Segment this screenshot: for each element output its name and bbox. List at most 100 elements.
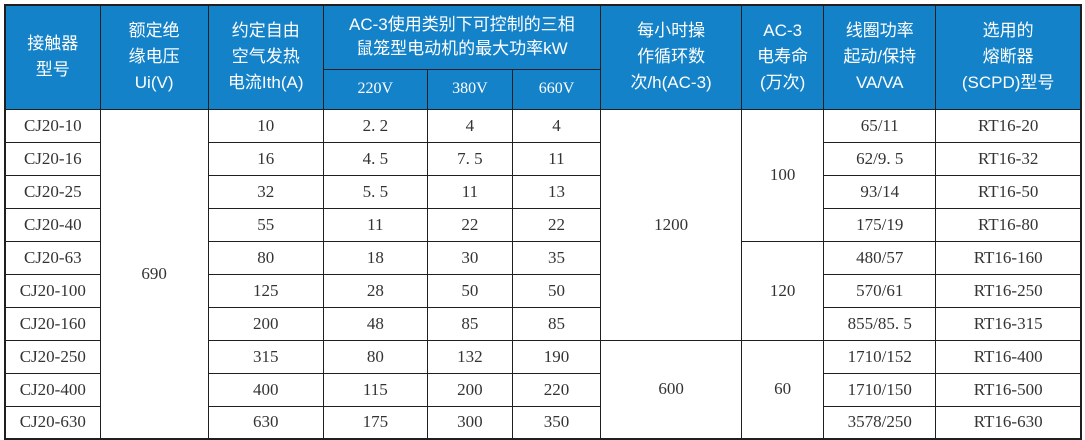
kw-660v-cell: 220 <box>511 372 602 407</box>
kw-660v-cell: 35 <box>511 240 602 275</box>
col-header-ac3-max-power: AC-3使用类别下可控制的三相 鼠笼型电动机的最大功率kW <box>322 4 602 70</box>
header-row-main: 接触器 型号 额定绝 缘电压 Ui(V) 约定自由 空气发热 电流Ith(A) … <box>4 4 1082 110</box>
model-cell: CJ20-400 <box>4 372 101 407</box>
kw-380v-cell: 300 <box>426 405 513 440</box>
thermal-current-cell: 80 <box>207 240 324 275</box>
col-header-220v: 220V <box>322 68 428 110</box>
fuse-type-cell: RT16-630 <box>935 405 1082 440</box>
model-cell: CJ20-630 <box>4 405 101 440</box>
col-header-contactor-model: 接触器 型号 <box>4 4 101 110</box>
fuse-type-cell: RT16-80 <box>935 207 1082 242</box>
kw-660v-cell: 85 <box>511 306 602 341</box>
ac3-life-cell: 60 <box>741 339 825 440</box>
model-cell: CJ20-25 <box>4 174 101 209</box>
coil-power-cell: 62/9. 5 <box>823 141 937 176</box>
kw-660v-cell: 13 <box>511 174 602 209</box>
coil-power-cell: 1710/152 <box>823 339 937 374</box>
kw-660v-cell: 50 <box>511 273 602 308</box>
kw-380v-cell: 30 <box>426 240 513 275</box>
coil-power-cell: 3578/250 <box>823 405 937 440</box>
kw-380v-cell: 7. 5 <box>426 141 513 176</box>
fuse-type-cell: RT16-315 <box>935 306 1082 341</box>
fuse-type-cell: RT16-250 <box>935 273 1082 308</box>
kw-220v-cell: 48 <box>322 306 428 341</box>
kw-220v-cell: 28 <box>322 273 428 308</box>
coil-power-cell: 93/14 <box>823 174 937 209</box>
table-row: CJ20-160 200 48 85 85 855/85. 5 RT16-315 <box>4 306 1082 341</box>
kw-660v-cell: 190 <box>511 339 602 374</box>
kw-220v-cell: 80 <box>322 339 428 374</box>
model-cell: CJ20-100 <box>4 273 101 308</box>
table-row: CJ20-400 400 115 200 220 1710/150 RT16-500 <box>4 372 1082 407</box>
table-header: 接触器 型号 额定绝 缘电压 Ui(V) 约定自由 空气发热 电流Ith(A) … <box>4 4 1082 110</box>
table-row: CJ20-100 125 28 50 50 570/61 RT16-250 <box>4 273 1082 308</box>
table-row: CJ20-250 315 80 132 190 600 60 1710/152 RT16-400 <box>4 339 1082 440</box>
kw-380v-cell: 132 <box>426 339 513 374</box>
coil-power-cell: 855/85. 5 <box>823 306 937 341</box>
thermal-current-cell: 32 <box>207 174 324 209</box>
coil-power-cell: 1710/150 <box>823 372 937 407</box>
kw-660v-cell: 11 <box>511 141 602 176</box>
table-row: CJ20-63 80 18 30 35 120 480/57 RT16-160 <box>4 240 1082 341</box>
kw-220v-cell: 2. 2 <box>322 108 428 143</box>
kw-220v-cell: 18 <box>322 240 428 275</box>
table-row: CJ20-10 690 10 2. 2 4 4 1200 100 65/11 RT16-20 <box>4 108 1082 440</box>
ac3-life-cell: 120 <box>741 240 825 341</box>
kw-380v-cell: 11 <box>426 174 513 209</box>
table-row: CJ20-40 55 11 22 22 175/19 RT16-80 <box>4 207 1082 242</box>
kw-380v-cell: 22 <box>426 207 513 242</box>
ac3-life-cell: 100 <box>741 108 825 242</box>
thermal-current-cell: 315 <box>207 339 324 374</box>
fuse-type-cell: RT16-50 <box>935 174 1082 209</box>
table-row: CJ20-16 16 4. 5 7. 5 11 62/9. 5 RT16-32 <box>4 141 1082 176</box>
col-header-ac3-life: AC-3 电寿命 (万次) <box>741 4 825 110</box>
col-header-380v: 380V <box>426 68 513 110</box>
coil-power-cell: 480/57 <box>823 240 937 275</box>
thermal-current-cell: 630 <box>207 405 324 440</box>
cycles-per-hour-cell: 600 <box>600 339 743 440</box>
table-row: CJ20-630 630 175 300 350 3578/250 RT16-630 <box>4 405 1082 440</box>
model-cell: CJ20-250 <box>4 339 101 374</box>
fuse-type-cell: RT16-400 <box>935 339 1082 374</box>
col-header-thermal-current: 约定自由 空气发热 电流Ith(A) <box>207 4 324 110</box>
thermal-current-cell: 125 <box>207 273 324 308</box>
col-header-cycles-per-hour: 每小时操 作循环数 次/h(AC-3) <box>600 4 743 110</box>
thermal-current-cell: 400 <box>207 372 324 407</box>
thermal-current-cell: 55 <box>207 207 324 242</box>
model-cell: CJ20-40 <box>4 207 101 242</box>
fuse-type-cell: RT16-20 <box>935 108 1082 143</box>
kw-660v-cell: 350 <box>511 405 602 440</box>
header-row-sub: 220V 380V 660V <box>5 68 1081 110</box>
kw-220v-cell: 115 <box>322 372 428 407</box>
coil-power-cell: 175/19 <box>823 207 937 242</box>
cycles-per-hour-cell: 1200 <box>600 108 743 341</box>
model-cell: CJ20-160 <box>4 306 101 341</box>
fuse-type-cell: RT16-160 <box>935 240 1082 275</box>
kw-660v-cell: 4 <box>511 108 602 143</box>
col-header-rated-insulation-voltage: 额定绝 缘电压 Ui(V) <box>99 4 209 110</box>
coil-power-cell: 570/61 <box>823 273 937 308</box>
model-cell: CJ20-16 <box>4 141 101 176</box>
thermal-current-cell: 200 <box>207 306 324 341</box>
table-body: CJ20-10 690 10 2. 2 4 4 1200 100 65/11 RT16-20 CJ2… <box>4 108 1082 440</box>
table-row: CJ20-25 32 5. 5 11 13 93/14 RT16-50 <box>4 174 1082 209</box>
thermal-current-cell: 16 <box>207 141 324 176</box>
kw-220v-cell: 11 <box>322 207 428 242</box>
kw-380v-cell: 50 <box>426 273 513 308</box>
col-header-coil-power: 线圈功率 起动/保持 VA/VA <box>823 4 937 110</box>
kw-660v-cell: 22 <box>511 207 602 242</box>
kw-380v-cell: 4 <box>426 108 513 143</box>
kw-220v-cell: 4. 5 <box>322 141 428 176</box>
coil-power-cell: 65/11 <box>823 108 937 143</box>
kw-220v-cell: 175 <box>322 405 428 440</box>
model-cell: CJ20-10 <box>4 108 101 143</box>
model-cell: CJ20-63 <box>4 240 101 275</box>
thermal-current-cell: 10 <box>207 108 324 143</box>
col-header-fuse-type: 选用的 熔断器 (SCPD)型号 <box>935 4 1082 110</box>
fuse-type-cell: RT16-32 <box>935 141 1082 176</box>
contactor-spec-table: 接触器 型号 额定绝 缘电压 Ui(V) 约定自由 空气发热 电流Ith(A) … <box>4 4 1082 440</box>
kw-380v-cell: 200 <box>426 372 513 407</box>
fuse-type-cell: RT16-500 <box>935 372 1082 407</box>
ui-voltage-cell: 690 <box>99 108 209 440</box>
